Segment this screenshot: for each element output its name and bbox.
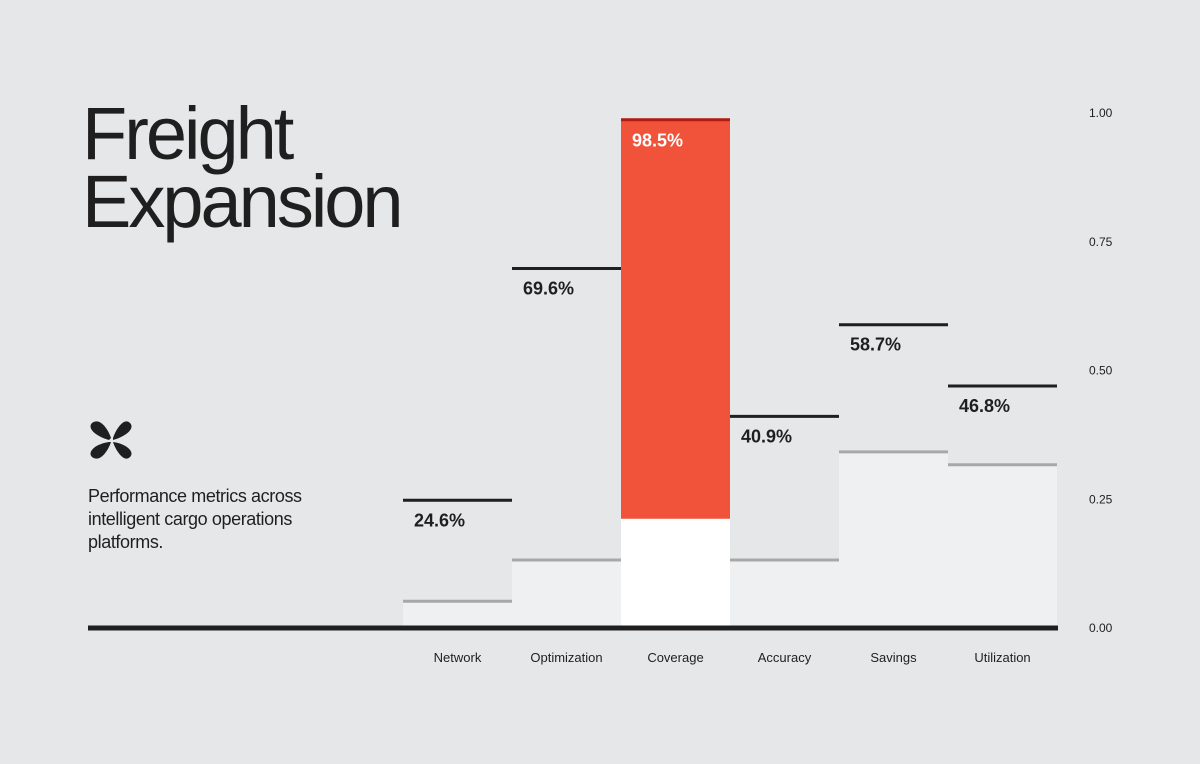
- clover-logo-icon: [90, 421, 132, 459]
- x-tick-label: Optimization: [530, 650, 602, 665]
- y-tick-label: 0.75: [1089, 235, 1113, 249]
- x-tick-label: Utilization: [974, 650, 1030, 665]
- value-label: 58.7%: [850, 335, 901, 355]
- value-label: 46.8%: [959, 396, 1010, 416]
- subtitle: Performance metrics across intelligent c…: [88, 486, 302, 552]
- page-title: Freight Expansion: [82, 92, 404, 243]
- highlight-baseline-fill: [621, 518, 730, 627]
- x-tick-label: Network: [434, 650, 482, 665]
- highlight-bar-top: [621, 118, 730, 122]
- value-label: 24.6%: [414, 510, 465, 530]
- y-tick-label: 0.50: [1089, 364, 1113, 378]
- y-tick-label: 0.25: [1089, 492, 1113, 506]
- value-label: 69.6%: [523, 279, 574, 299]
- baseline-fill: [403, 601, 512, 627]
- y-tick-label: 1.00: [1089, 106, 1113, 120]
- highlight-bar: [621, 119, 730, 519]
- x-axis-labels: Network Optimization Coverage Accuracy Savin…: [434, 650, 1031, 665]
- x-tick-label: Savings: [870, 650, 917, 665]
- value-label: 98.5%: [632, 131, 683, 151]
- y-tick-label: 0.00: [1089, 621, 1113, 635]
- baseline-fill: [512, 560, 621, 627]
- y-axis-ticks: 1.00 0.75 0.50 0.25 0.00: [1089, 106, 1113, 635]
- x-tick-label: Accuracy: [758, 650, 812, 665]
- baseline-fill: [730, 560, 839, 627]
- baseline-fill: [948, 464, 1057, 627]
- baseline-fill: [839, 451, 948, 627]
- title-line-2: Expansion: [82, 160, 404, 243]
- bars-layer: 24.6% 69.6% 98.5% 40.9% 58.7% 46.8%: [403, 118, 1057, 627]
- x-tick-label: Coverage: [647, 650, 703, 665]
- title-line-1: Freight: [82, 92, 294, 175]
- value-label: 40.9%: [741, 426, 792, 446]
